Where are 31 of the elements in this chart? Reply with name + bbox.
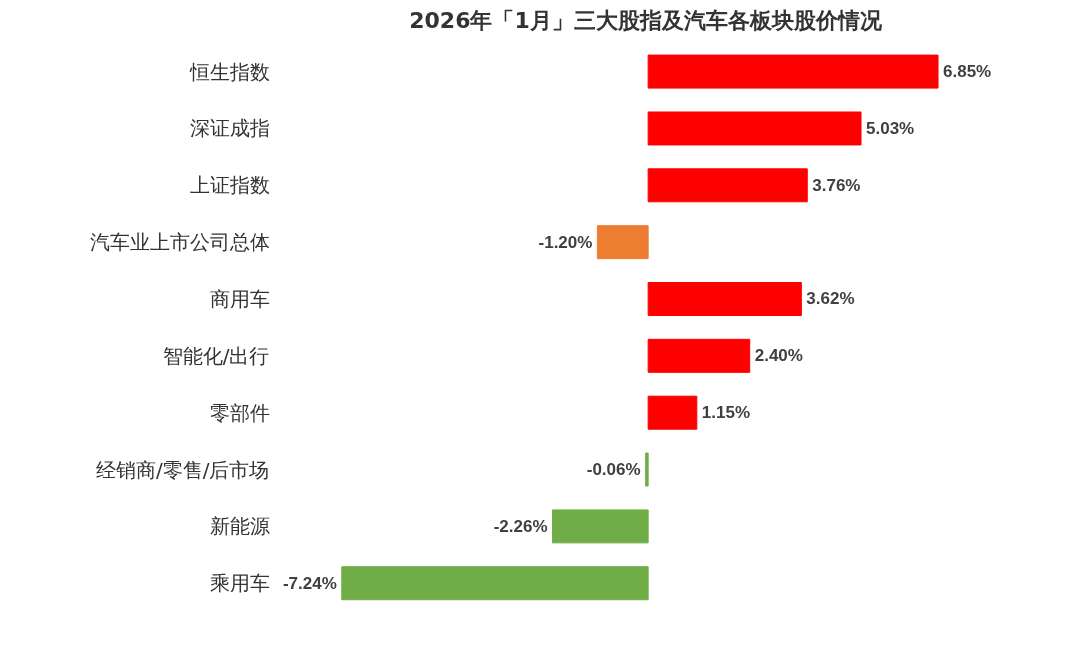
- data-label: -2.26%: [493, 516, 548, 536]
- data-label: -1.20%: [538, 232, 593, 252]
- data-label: 5.03%: [866, 118, 915, 138]
- y-tick-label: 上证指数: [189, 173, 270, 198]
- y-tick-label: 经销商/零售/后市场: [96, 457, 270, 482]
- y-tick-label: 商用车: [209, 287, 270, 311]
- data-label: -0.06%: [586, 460, 641, 480]
- y-tick-label: 零部件: [209, 400, 270, 425]
- bar: [341, 566, 649, 601]
- bar: [647, 395, 698, 430]
- bar: [647, 282, 802, 316]
- data-label: 2.40%: [754, 346, 803, 366]
- bar: [647, 168, 808, 203]
- chart-title: 2026年「1月」三大股指及汽车各板块股价情况: [409, 7, 883, 33]
- bar: [647, 111, 862, 146]
- y-tick-label: 乘用车: [209, 571, 270, 596]
- bar: [647, 338, 751, 373]
- y-tick-label: 汽车业上市公司总体: [89, 230, 270, 255]
- data-label: -7.24%: [282, 573, 337, 593]
- y-tick-label: 恒生指数: [188, 59, 270, 84]
- bar: [645, 452, 649, 487]
- bar: [596, 225, 649, 260]
- bar: [552, 509, 649, 544]
- data-label: 1.15%: [701, 403, 751, 423]
- data-label: 3.62%: [806, 289, 855, 309]
- data-label: 6.85%: [943, 62, 992, 82]
- y-tick-label: 深证成指: [189, 116, 270, 141]
- data-label: 3.76%: [812, 175, 861, 195]
- y-tick-label: 新能源: [209, 514, 270, 539]
- bar: [647, 54, 939, 89]
- y-tick-label: 智能化/出行: [162, 343, 270, 368]
